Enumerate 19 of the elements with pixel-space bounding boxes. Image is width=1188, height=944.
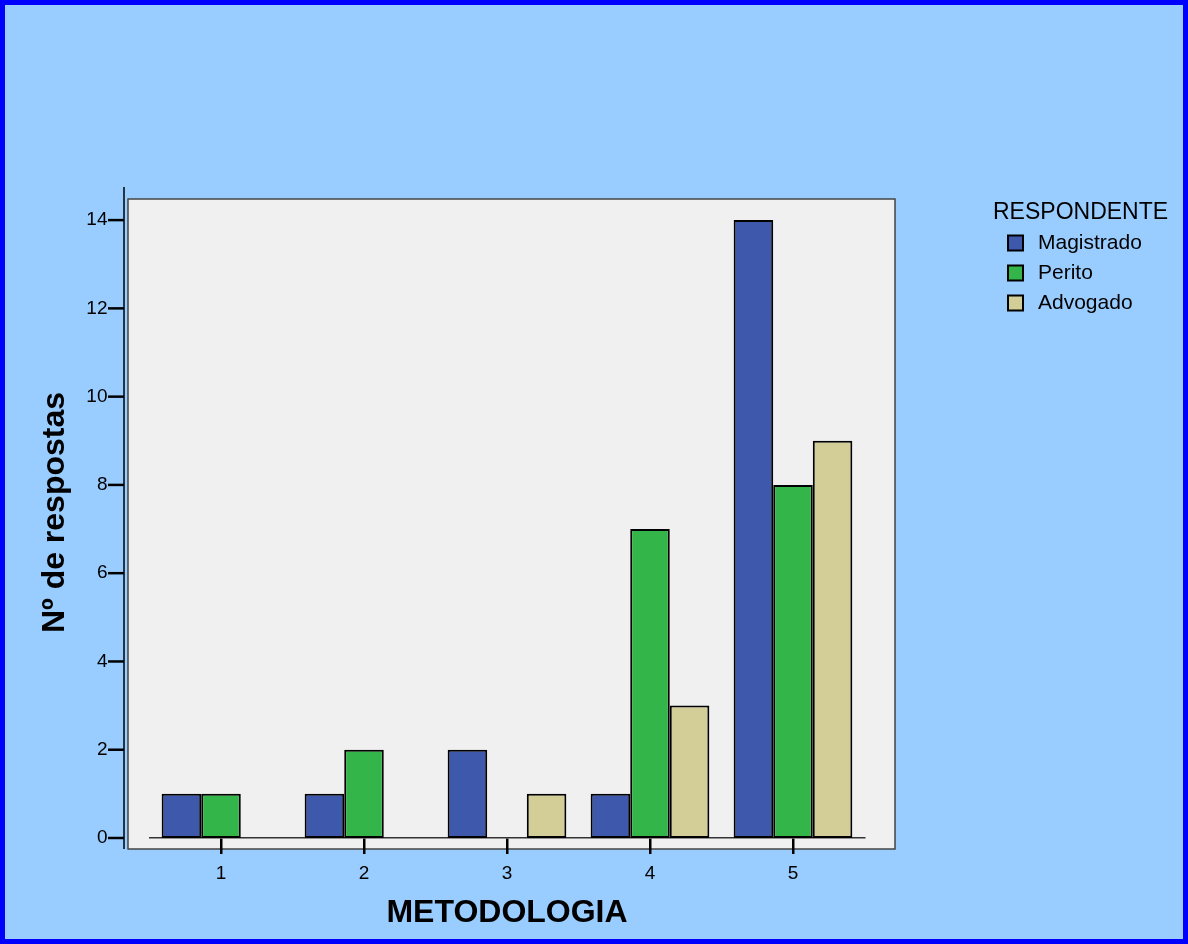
y-tick-label: 8 <box>96 473 108 495</box>
y-tick-label: 2 <box>96 737 108 759</box>
legend-label: Perito <box>1038 259 1093 283</box>
legend-title: RESPONDENTE <box>993 198 1169 225</box>
y-tick-label: 14 <box>86 208 108 230</box>
legend-label: Advogado <box>1038 289 1133 313</box>
y-tick-label: 0 <box>96 826 108 848</box>
x-tick-label: 1 <box>215 861 227 883</box>
y-tick-label: 4 <box>96 649 108 671</box>
x-axis-title: METODOLOGIA <box>386 892 628 929</box>
y-tick-label: 6 <box>96 561 108 583</box>
legend-label: Magistrado <box>1038 229 1142 253</box>
y-axis-title: Nº de respostas <box>35 391 72 634</box>
y-tick-label: 10 <box>86 384 108 406</box>
x-tick-label: 5 <box>787 861 799 883</box>
y-tick-label: 12 <box>86 296 108 318</box>
x-tick-label: 2 <box>358 861 370 883</box>
x-tick-label: 4 <box>644 861 656 883</box>
x-tick-label: 3 <box>501 861 513 883</box>
